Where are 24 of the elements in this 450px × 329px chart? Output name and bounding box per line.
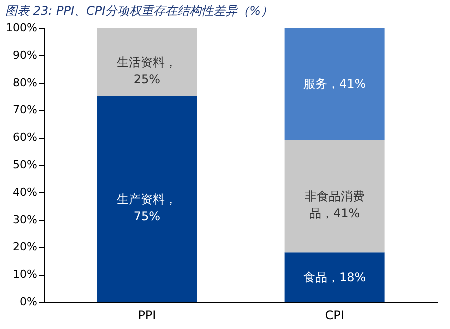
y-tick-label: 10%: [13, 268, 38, 282]
data-label: 非食品消费品，41%: [304, 190, 365, 221]
x-tick-label: PPI: [138, 308, 156, 322]
chart-title: 图表 23: PPI、CPI分项权重存在结构性差异（%）: [6, 4, 274, 18]
y-tick-label: 80%: [13, 76, 38, 90]
y-tick-label: 70%: [13, 104, 38, 117]
data-label: 生活资料，25%: [117, 55, 178, 86]
y-tick-label: 20%: [13, 240, 38, 254]
y-tick-label: 90%: [13, 48, 38, 62]
y-tick-label: 0%: [20, 296, 38, 308]
y-tick-label: 60%: [13, 131, 38, 144]
y-tick-label: 30%: [13, 213, 38, 226]
y-tick-label: 40%: [13, 186, 38, 199]
bar: [97, 28, 198, 96]
y-tick-label: 100%: [6, 22, 38, 34]
data-label: 食品，18%: [303, 270, 366, 284]
bar: [284, 252, 385, 302]
bar: [284, 140, 385, 253]
bar: [97, 96, 198, 302]
data-label: 生产资料，75%: [117, 192, 178, 224]
bar: [284, 28, 385, 140]
data-label: 服务，41%: [303, 77, 366, 92]
y-tick-label: 50%: [13, 158, 38, 172]
x-tick-label: CPI: [325, 308, 344, 322]
